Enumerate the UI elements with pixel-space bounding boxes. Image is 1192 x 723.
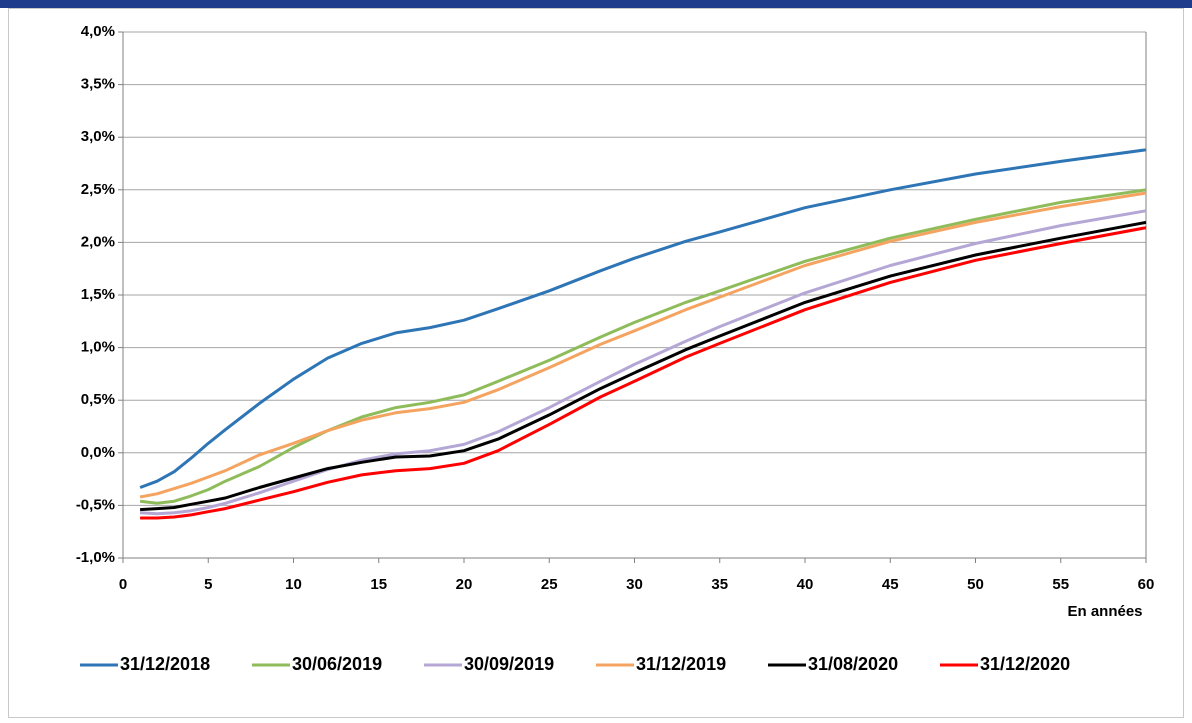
- series-line: [139, 148, 1147, 489]
- legend-label: 30/06/2019: [292, 654, 382, 674]
- y-tick-label: 4,0%: [81, 23, 115, 40]
- series-line: [140, 209, 1147, 516]
- x-tick-label: 40: [797, 576, 814, 593]
- y-tick-label: -1,0%: [76, 549, 115, 566]
- x-tick-label: 45: [882, 576, 899, 593]
- series-line: [140, 226, 1147, 520]
- x-tick-label: 60: [1138, 576, 1155, 593]
- x-tick-label: 20: [456, 576, 473, 593]
- x-tick-label: 35: [711, 576, 728, 593]
- y-tick-label: 1,5%: [81, 286, 115, 303]
- series-line: [139, 191, 1147, 499]
- x-tick-label: 15: [370, 576, 387, 593]
- x-tick-label: 10: [285, 576, 302, 593]
- y-tick-label: 1,0%: [81, 339, 115, 356]
- legend-label: 31/08/2020: [808, 654, 898, 674]
- x-tick-label: 50: [967, 576, 984, 593]
- x-tick-label: 30: [626, 576, 643, 593]
- y-tick-label: 2,0%: [81, 233, 115, 250]
- y-tick-label: 3,0%: [81, 128, 115, 145]
- y-tick-label: 3,5%: [81, 76, 115, 93]
- frame: [8, 8, 1184, 718]
- series-line: [140, 220, 1147, 512]
- header-bar: [0, 0, 1192, 8]
- series-line: [139, 188, 1147, 505]
- x-tick-label: 55: [1052, 576, 1069, 593]
- x-tick-label: 0: [119, 576, 127, 593]
- legend-label: 31/12/2018: [120, 654, 210, 674]
- x-axis-label: En années: [1067, 603, 1142, 620]
- legend-label: 31/12/2019: [636, 654, 726, 674]
- y-tick-label: 2,5%: [81, 181, 115, 198]
- legend-label: 30/09/2019: [464, 654, 554, 674]
- y-tick-label: 0,5%: [81, 391, 115, 408]
- y-tick-label: -0,5%: [76, 496, 115, 513]
- x-tick-label: 5: [204, 576, 212, 593]
- legend-label: 31/12/2020: [980, 654, 1070, 674]
- x-tick-label: 25: [541, 576, 558, 593]
- y-tick-label: 0,0%: [81, 444, 115, 461]
